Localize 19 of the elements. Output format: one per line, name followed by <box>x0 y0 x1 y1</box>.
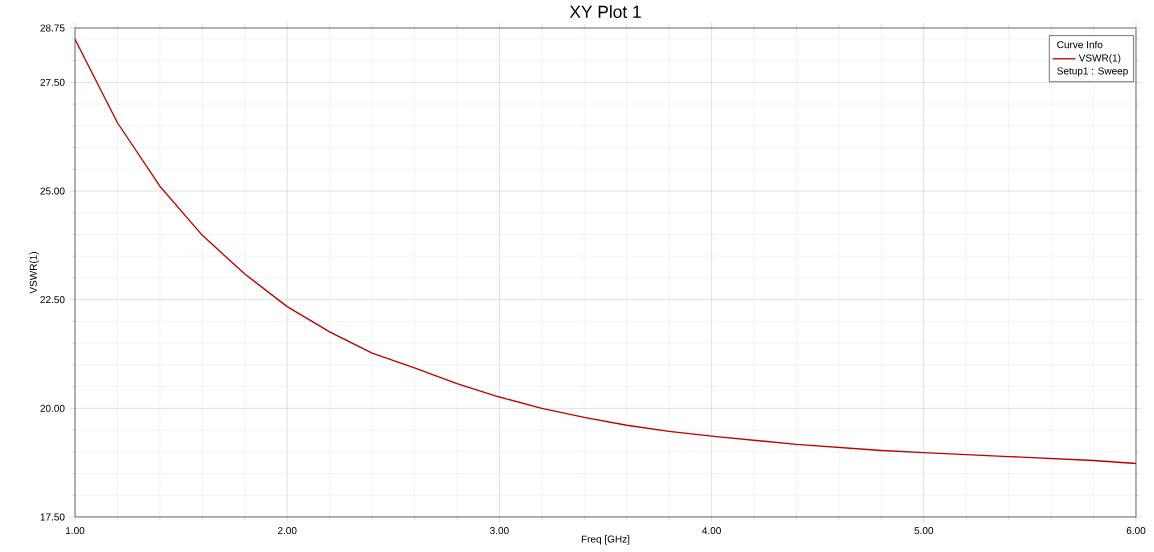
line-series <box>75 38 1136 465</box>
y-tick-label: 25.00 <box>40 187 65 195</box>
x-tick-label: 4.00 <box>702 527 721 535</box>
y-tick-label: 28.75 <box>40 24 65 32</box>
y-axis-title: VSWR(1) <box>29 251 39 294</box>
legend-title: Curve Info <box>1057 40 1103 49</box>
y-tick-label: 20.00 <box>40 404 65 412</box>
chart-title: XY Plot 1 <box>569 5 641 18</box>
y-tick-label: 17.50 <box>40 513 65 521</box>
x-axis-title: Freq [GHz] <box>581 535 630 545</box>
y-tick-label: 27.50 <box>40 78 65 86</box>
x-tick-label: 2.00 <box>277 527 297 535</box>
x-tick-label: 5.00 <box>914 527 934 535</box>
x-tick-label: 1.00 <box>66 527 85 535</box>
y-tick-label: 22.50 <box>40 296 65 304</box>
annotation: Setup1 : Sweep <box>1057 67 1128 77</box>
legend-label: VSWR(1) <box>1078 54 1121 64</box>
x-tick-label: 6.00 <box>1126 527 1146 535</box>
x-tick-label: 3.00 <box>490 527 509 535</box>
